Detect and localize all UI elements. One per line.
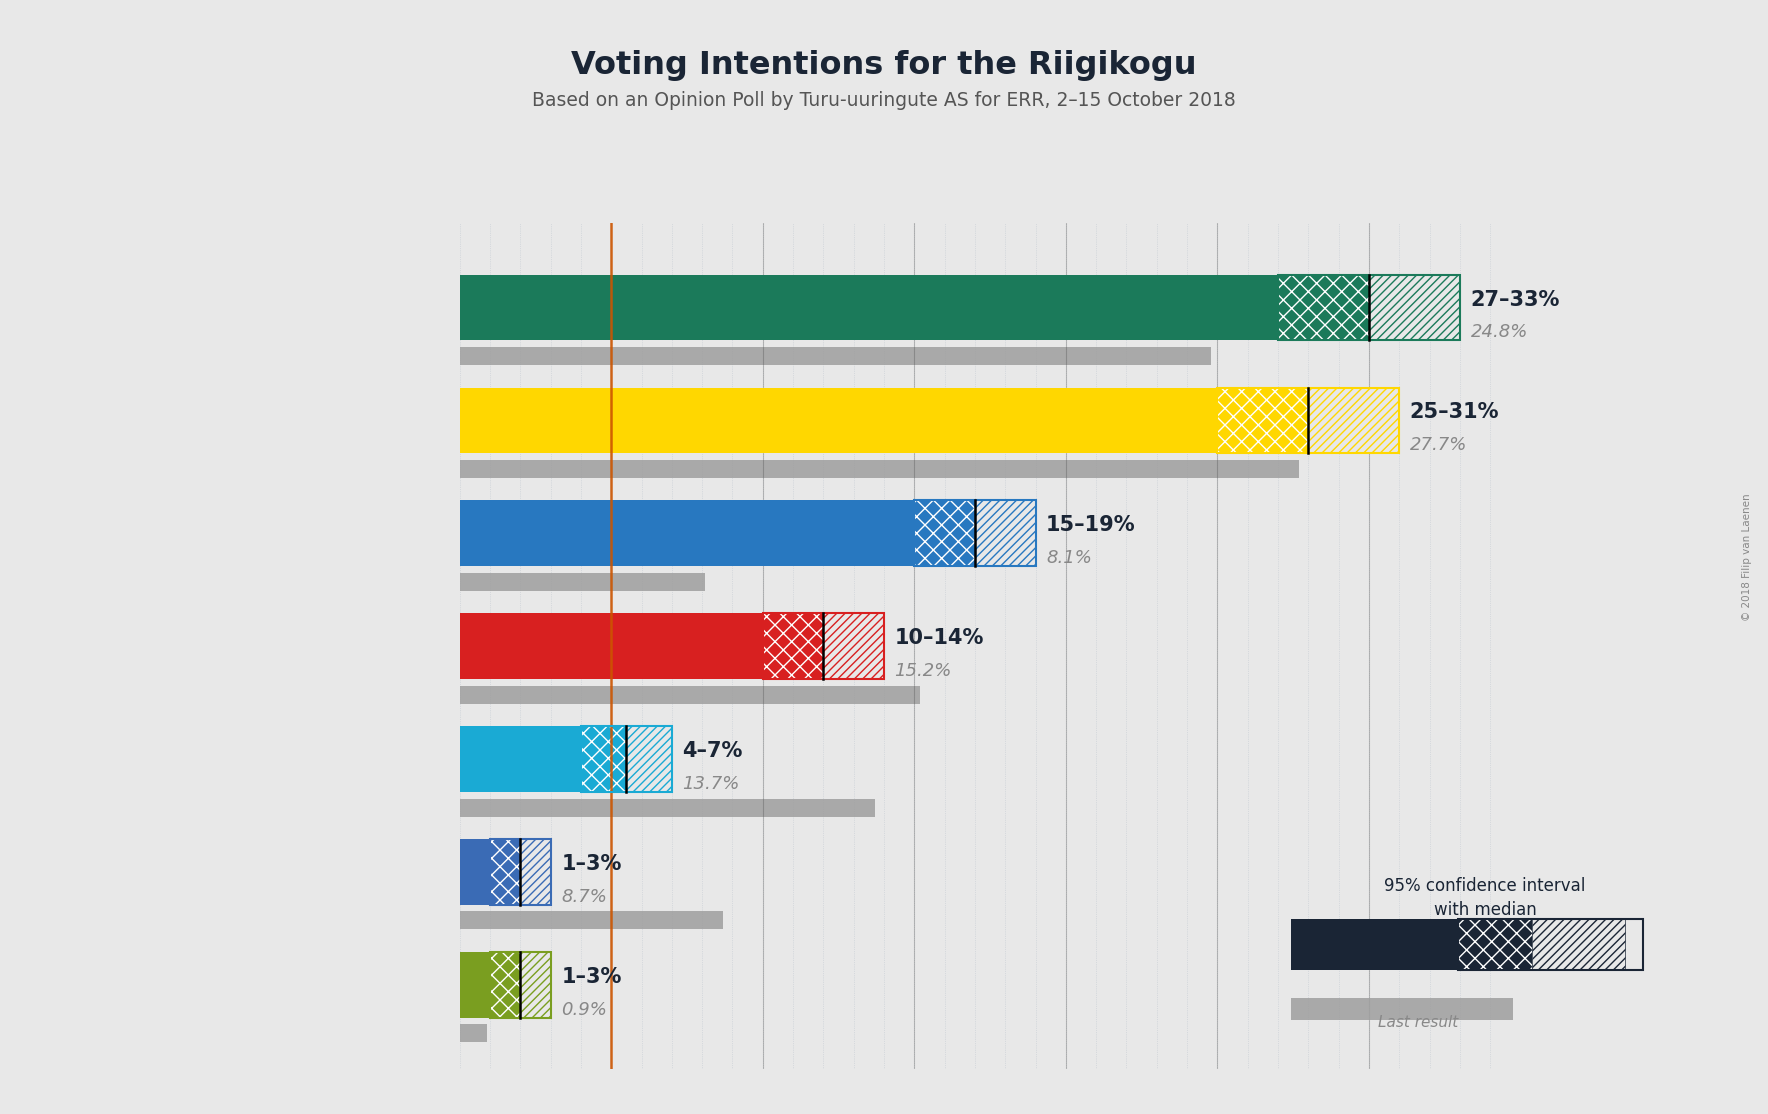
Bar — [460, 346, 1211, 365]
Bar — [1308, 388, 1398, 453]
Text: 8.1%: 8.1% — [1047, 549, 1093, 567]
Bar — [520, 839, 550, 905]
Bar — [1291, 998, 1513, 1019]
Text: Based on an Opinion Poll by Turu-uuringute AS for ERR, 2–15 October 2018: Based on an Opinion Poll by Turu-uuringu… — [532, 91, 1236, 110]
Text: 0.9%: 0.9% — [560, 1000, 606, 1018]
Bar — [460, 573, 705, 590]
Bar — [1291, 919, 1457, 970]
Text: 4–7%: 4–7% — [682, 741, 743, 761]
Bar — [460, 500, 914, 566]
Bar — [626, 726, 672, 792]
Bar — [460, 685, 921, 704]
Bar — [974, 500, 1036, 566]
Bar — [824, 614, 884, 678]
Text: Voting Intentions for the Riigikogu: Voting Intentions for the Riigikogu — [571, 50, 1197, 81]
Bar — [1531, 919, 1625, 970]
Bar — [762, 614, 824, 678]
Text: 15.2%: 15.2% — [895, 662, 951, 680]
Bar — [460, 275, 1278, 340]
Bar — [1368, 275, 1460, 340]
Bar — [1531, 919, 1625, 970]
Bar — [1218, 388, 1308, 453]
Text: 27.7%: 27.7% — [1409, 437, 1467, 455]
Bar — [1278, 275, 1368, 340]
Bar — [626, 726, 672, 792]
Text: 25–31%: 25–31% — [1409, 402, 1499, 422]
Bar — [582, 726, 626, 792]
Text: 10–14%: 10–14% — [895, 628, 985, 648]
Bar — [520, 952, 550, 1017]
Text: 24.8%: 24.8% — [1471, 323, 1528, 341]
Bar — [460, 726, 582, 792]
Text: © 2018 Filip van Laenen: © 2018 Filip van Laenen — [1741, 494, 1752, 620]
Bar — [520, 952, 550, 1017]
Bar — [460, 460, 1299, 478]
Bar — [490, 839, 520, 905]
Bar — [490, 952, 520, 1017]
Text: Last result: Last result — [1379, 1015, 1459, 1030]
Bar — [824, 614, 884, 678]
Bar — [460, 388, 1218, 453]
Text: 95% confidence interval: 95% confidence interval — [1384, 877, 1586, 895]
Text: 13.7%: 13.7% — [682, 775, 739, 793]
Bar — [460, 952, 490, 1017]
Bar — [460, 799, 875, 817]
Text: 27–33%: 27–33% — [1471, 290, 1559, 310]
Text: 8.7%: 8.7% — [560, 888, 606, 906]
Bar — [460, 1024, 486, 1043]
Text: 15–19%: 15–19% — [1047, 516, 1135, 536]
Bar — [914, 500, 974, 566]
Bar — [460, 614, 762, 678]
Text: 1–3%: 1–3% — [560, 967, 622, 987]
Bar — [1368, 275, 1460, 340]
Bar — [1308, 388, 1398, 453]
Bar — [460, 911, 723, 929]
Bar — [460, 839, 490, 905]
Text: 1–3%: 1–3% — [560, 854, 622, 874]
Bar — [974, 500, 1036, 566]
Text: with median: with median — [1434, 901, 1536, 919]
Bar — [1457, 919, 1531, 970]
Bar — [520, 839, 550, 905]
